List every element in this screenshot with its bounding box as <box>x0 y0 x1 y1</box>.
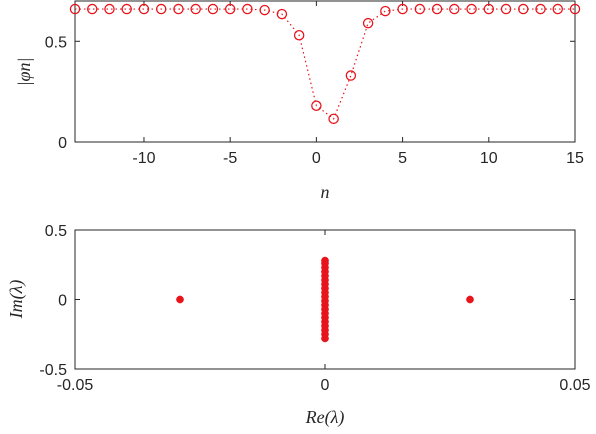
profile-point <box>293 29 305 41</box>
profile-point <box>397 3 408 15</box>
profile-point <box>259 4 270 16</box>
profile-point <box>380 5 391 17</box>
profile-point <box>173 3 184 15</box>
top-xtick-label: 10 <box>480 150 498 167</box>
profile-point <box>138 3 150 15</box>
profile-point <box>121 3 132 15</box>
y-axis-ticks-bottom: -0.5 0 0.5 <box>39 223 575 379</box>
top-xtick-label: 5 <box>398 150 407 167</box>
profile-line <box>75 8 575 120</box>
top-xtick-label: -5 <box>223 150 237 167</box>
top-ytick-label: 0.5 <box>45 34 67 51</box>
profile-point <box>190 3 201 15</box>
spectrum-series <box>176 256 474 343</box>
profile-point <box>449 3 460 15</box>
profile-point <box>311 100 322 111</box>
profile-point <box>224 3 236 15</box>
profile-point <box>518 3 529 15</box>
eigenvalue-point <box>466 295 474 304</box>
profile-point <box>155 3 167 15</box>
profile-point <box>535 3 546 15</box>
profile-point <box>552 3 564 15</box>
top-xtick-label: -10 <box>132 150 155 167</box>
profile-point <box>328 113 339 125</box>
profile-point <box>431 3 443 15</box>
y-axis-label-top: |φn| <box>14 58 34 87</box>
x-axis-label-bottom: Re(λ) <box>305 407 345 428</box>
bottom-ytick-label: 0 <box>58 293 67 310</box>
y-axis-label-bottom: Im(λ) <box>6 280 27 320</box>
profile-point <box>500 3 512 15</box>
profile-point <box>362 17 374 29</box>
eigenvalue-point <box>176 295 184 304</box>
spectrum-plot: -0.05 0 0.05 -0.5 0 0.5 Re(λ) Im(λ) <box>6 223 591 428</box>
bottom-xtick-label: 0.05 <box>559 377 590 394</box>
profile-series <box>69 3 581 125</box>
profile-point <box>104 3 115 15</box>
x-axis-ticks-top: -10 -5 0 5 10 15 <box>132 1 584 167</box>
x-axis-ticks-bottom: -0.05 0 0.05 <box>57 230 591 394</box>
profile-point <box>207 3 219 15</box>
profile-point <box>276 8 288 20</box>
plot-frame-top <box>74 0 576 143</box>
profile-point <box>69 3 81 15</box>
profile-point <box>569 3 581 15</box>
profile-point <box>345 70 357 81</box>
top-xtick-label: 15 <box>566 150 584 167</box>
eigenvalue-point <box>321 256 329 265</box>
profile-point <box>242 3 253 15</box>
bottom-ytick-label: 0.5 <box>45 223 67 240</box>
profile-point <box>86 3 98 15</box>
top-xtick-label: 0 <box>312 150 321 167</box>
profile-point <box>483 3 495 15</box>
bottom-ytick-label: -0.5 <box>39 362 67 379</box>
bottom-xtick-label: 0 <box>321 377 330 394</box>
profile-point <box>414 3 426 15</box>
bottom-xtick-label: -0.05 <box>57 377 94 394</box>
top-ytick-label: 0 <box>58 135 67 152</box>
x-axis-label-top: n <box>321 182 330 202</box>
y-axis-ticks-top: 00.5 <box>45 34 575 152</box>
profile-plot: -10 -5 0 5 10 15 00.5 n |φn| <box>14 0 584 202</box>
profile-point <box>466 3 477 15</box>
